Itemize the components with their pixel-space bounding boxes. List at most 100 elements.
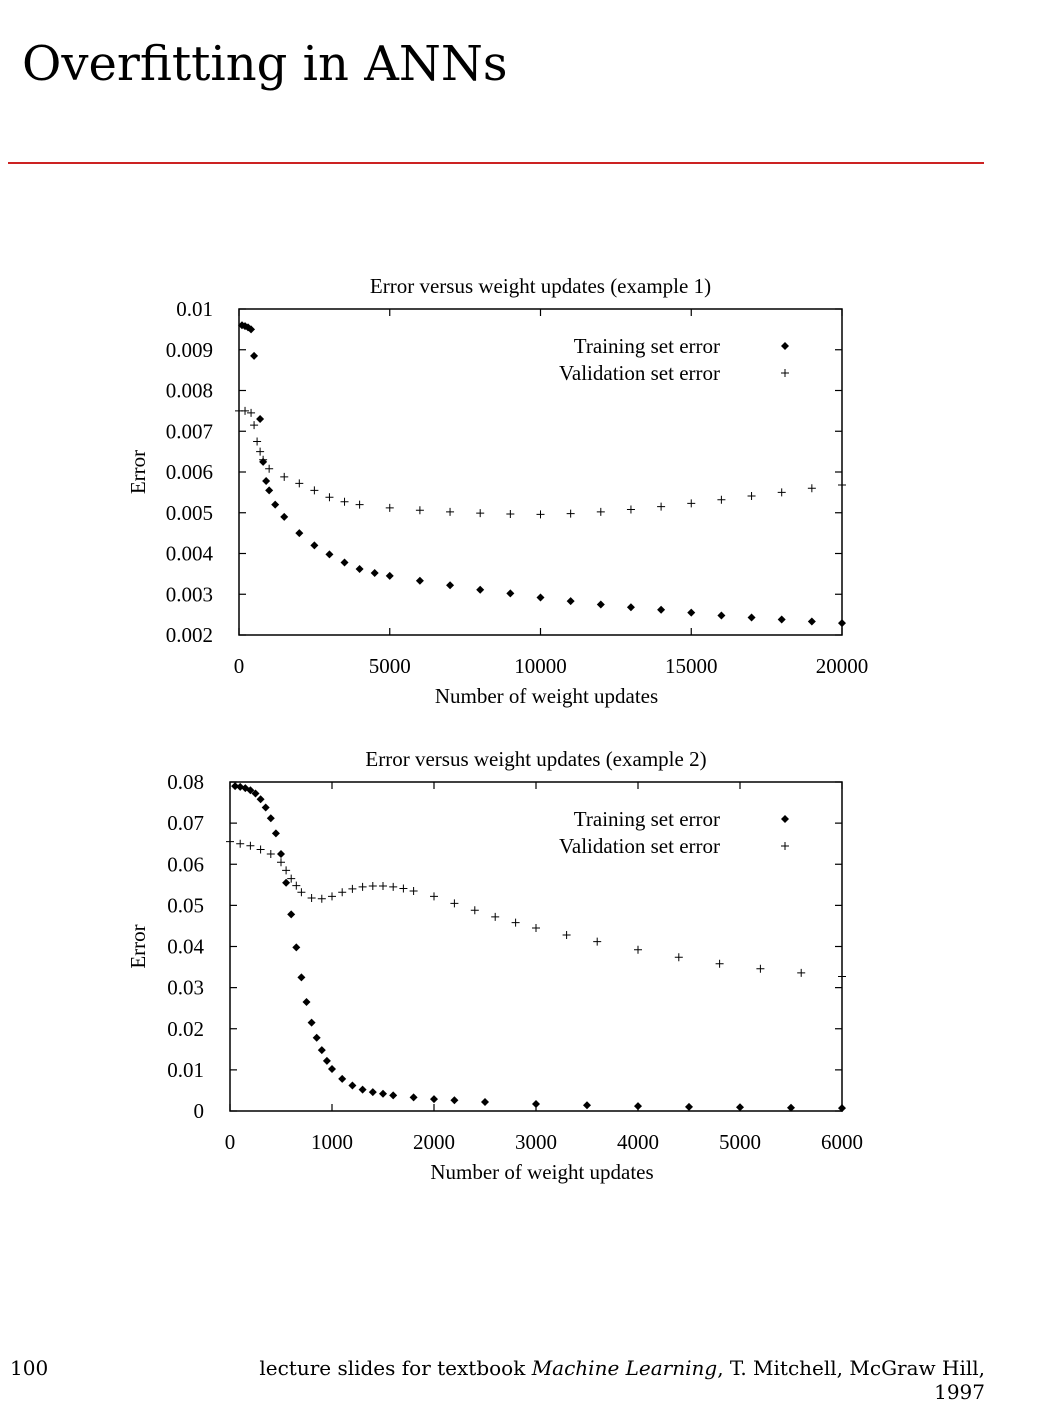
validation-set-error-point xyxy=(348,884,357,893)
validation-set-error-point xyxy=(340,497,349,506)
legend-label: Training set error xyxy=(574,807,720,831)
training-set-error-point xyxy=(348,1081,357,1090)
validation-set-error-point xyxy=(277,858,285,867)
training-set-error-point xyxy=(777,615,786,624)
chart-title: Error versus weight updates (example 1) xyxy=(370,274,711,298)
validation-set-error-point xyxy=(715,959,724,968)
training-set-error-point xyxy=(302,998,311,1007)
validation-set-error-point xyxy=(379,882,387,891)
training-set-error-point xyxy=(355,564,364,573)
y-axis-label: Error xyxy=(126,450,150,494)
validation-set-error-point xyxy=(399,884,408,893)
legend-label: Training set error xyxy=(574,334,720,358)
validation-set-error-point xyxy=(415,506,424,515)
legend-label: Validation set error xyxy=(559,834,720,858)
x-tick-label: 10000 xyxy=(514,654,567,678)
chart-title: Error versus weight updates (example 2) xyxy=(365,747,706,771)
training-set-error-point xyxy=(566,597,575,606)
validation-set-error-point xyxy=(358,882,367,891)
training-set-error-point xyxy=(338,1074,347,1083)
x-axis-label: Number of weight updates xyxy=(435,684,658,708)
training-set-error-point xyxy=(282,878,291,887)
training-set-error-point xyxy=(385,571,394,580)
training-set-error-point xyxy=(322,1056,331,1065)
title-rule xyxy=(8,162,984,164)
footer-citation: lecture slides for textbook Machine Lear… xyxy=(210,1356,985,1404)
validation-set-error-point xyxy=(747,492,756,501)
validation-set-error-point xyxy=(756,964,765,973)
validation-set-error-point xyxy=(476,509,485,518)
validation-set-error-point xyxy=(307,893,316,902)
validation-set-error-point xyxy=(389,882,398,891)
x-tick-label: 5000 xyxy=(719,1130,761,1154)
training-set-error-point xyxy=(685,1102,693,1111)
validation-set-error-point xyxy=(338,888,347,897)
y-tick-label: 0.06 xyxy=(167,852,204,876)
footer-suffix: , T. Mitchell, McGraw Hill, 1997 xyxy=(717,1356,985,1404)
validation-set-error-point xyxy=(657,502,666,511)
training-set-error-point xyxy=(251,789,260,798)
training-set-error-point xyxy=(277,849,285,858)
training-set-error-point xyxy=(271,500,280,509)
y-tick-label: 0 xyxy=(194,1099,205,1123)
y-axis-label: Error xyxy=(126,924,150,968)
x-axis-label: Number of weight updates xyxy=(430,1160,653,1184)
validation-set-error-point xyxy=(282,866,291,875)
training-set-error-point xyxy=(838,619,846,628)
y-tick-label: 0.05 xyxy=(167,893,204,917)
chart-example-2: Error versus weight updates (example 2) 0… xyxy=(0,735,1037,1195)
validation-set-error-point xyxy=(562,930,571,939)
validation-set-error-point xyxy=(807,484,816,493)
y-tick-label: 0.03 xyxy=(167,976,204,1000)
validation-set-error-point xyxy=(266,849,275,858)
validation-set-error-point xyxy=(292,881,301,890)
validation-set-error-point xyxy=(287,874,296,883)
y-tick-label: 0.08 xyxy=(167,770,204,794)
training-set-error-point xyxy=(536,593,545,602)
validation-set-error-point xyxy=(325,493,334,502)
y-tick-label: 0.008 xyxy=(166,379,213,403)
validation-set-error-point xyxy=(256,845,265,854)
training-set-error-point xyxy=(280,512,289,521)
y-tick-label: 0.007 xyxy=(166,419,213,443)
training-set-error-point xyxy=(389,1091,398,1100)
training-set-error-point xyxy=(312,1033,321,1042)
training-set-error-point xyxy=(747,613,756,622)
training-set-error-point xyxy=(583,1101,591,1110)
legend-marker xyxy=(781,342,789,350)
footer-book-title: Machine Learning xyxy=(531,1356,718,1380)
training-set-error-point xyxy=(262,476,271,485)
training-set-error-point xyxy=(450,1096,459,1105)
training-set-error-point xyxy=(736,1103,744,1112)
validation-set-error-point xyxy=(491,912,500,921)
y-tick-label: 0.01 xyxy=(167,1058,204,1082)
validation-set-error-point xyxy=(593,937,602,946)
legend-marker xyxy=(781,842,789,850)
y-tick-label: 0.009 xyxy=(166,338,213,362)
x-tick-label: 5000 xyxy=(369,654,411,678)
y-tick-label: 0.002 xyxy=(166,623,213,647)
chart-example-2-svg: Error versus weight updates (example 2) 0… xyxy=(126,747,863,1184)
validation-set-error-point xyxy=(596,507,605,516)
validation-set-error-point xyxy=(247,408,256,417)
training-set-error-point xyxy=(506,589,515,598)
validation-set-error-point xyxy=(536,510,545,519)
training-set-error-point xyxy=(261,803,270,812)
validation-set-error-point xyxy=(226,837,234,846)
training-set-error-point xyxy=(247,325,256,334)
validation-set-error-point xyxy=(450,899,459,908)
plot-frame xyxy=(238,308,843,636)
legend-marker xyxy=(781,369,789,377)
x-tick-label: 2000 xyxy=(413,1130,455,1154)
validation-set-error-point xyxy=(385,503,394,512)
validation-set-error-point xyxy=(674,953,683,962)
slide-title: Overfitting in ANNs xyxy=(22,36,508,92)
y-tick-label: 0.004 xyxy=(166,542,214,566)
validation-set-error-point xyxy=(797,968,806,977)
chart-example-1: Error versus weight updates (example 1) 0… xyxy=(0,260,1037,720)
y-tick-label: 0.07 xyxy=(167,811,204,835)
validation-set-error-point xyxy=(250,421,259,430)
training-set-error-point xyxy=(532,1100,540,1109)
x-tick-label: 6000 xyxy=(821,1130,863,1154)
validation-set-error-point xyxy=(430,892,438,901)
